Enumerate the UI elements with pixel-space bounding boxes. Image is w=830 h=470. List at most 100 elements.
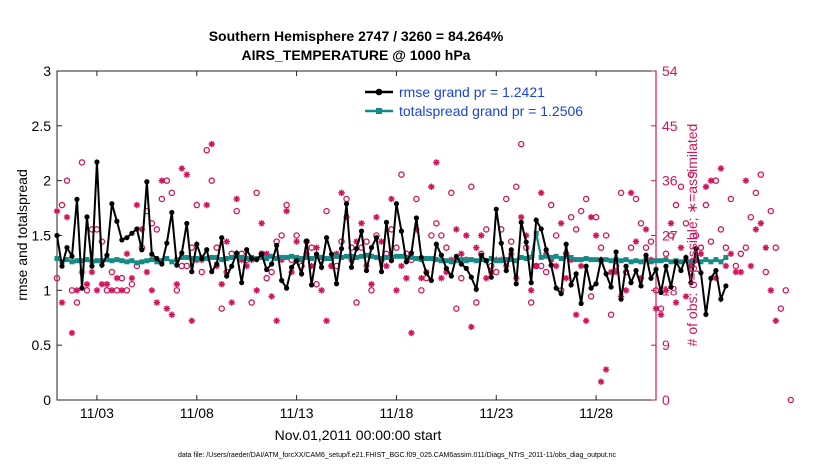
totalspread-point xyxy=(468,257,474,263)
rmse-point xyxy=(114,218,120,224)
obs-possible-point xyxy=(218,305,225,312)
rmse-point xyxy=(648,275,654,281)
totalspread-point xyxy=(324,256,330,262)
obs-assimilated-point xyxy=(73,287,81,294)
obs-possible-point xyxy=(473,299,480,306)
obs-assimilated-point xyxy=(233,195,240,203)
obs-assimilated-point xyxy=(662,287,670,294)
obs-assimilated-point xyxy=(602,366,610,373)
rmse-point xyxy=(124,235,130,241)
rmse-point xyxy=(458,261,464,267)
rmse-point xyxy=(179,250,185,256)
rmse-point xyxy=(663,263,669,269)
rmse-point xyxy=(393,201,400,207)
rmse-point xyxy=(154,255,160,262)
y-right-tick-label: 18 xyxy=(662,282,678,298)
totalspread-point xyxy=(259,254,265,260)
legend-spread-marker xyxy=(376,108,382,114)
obs-possible-point xyxy=(278,232,285,239)
rmse-point xyxy=(633,267,639,274)
rmse-point xyxy=(254,257,260,263)
totalspread-point xyxy=(488,256,494,262)
totalspread-point xyxy=(618,258,624,264)
y-left-tick-label: 3 xyxy=(43,63,51,79)
rmse-point xyxy=(353,246,360,252)
rmse-point xyxy=(563,241,569,247)
rmse-point xyxy=(398,228,405,234)
obs-assimilated-point xyxy=(627,189,635,197)
obs-assimilated-point xyxy=(657,311,665,318)
rmse-point xyxy=(558,291,564,297)
totalspread-point xyxy=(708,259,714,265)
rmse-point xyxy=(214,261,220,267)
obs-assimilated-point xyxy=(108,287,116,294)
totalspread-point xyxy=(179,254,185,260)
obs-assimilated-point xyxy=(143,268,151,276)
obs-assimilated-point xyxy=(523,232,530,239)
y-left-tick-label: 1 xyxy=(43,282,51,298)
obs-possible-point xyxy=(757,171,765,178)
obs-assimilated-point xyxy=(757,220,765,227)
rmse-point xyxy=(358,228,365,234)
totalspread-point xyxy=(563,253,569,259)
obs-assimilated-point xyxy=(188,317,195,324)
rmse-point xyxy=(623,263,629,269)
totalspread-point xyxy=(713,257,719,263)
legend-spread-label: totalspread grand pr = 1.2506 xyxy=(399,103,583,119)
obs-possible-point xyxy=(517,140,525,148)
rmse-point xyxy=(323,235,330,241)
obs-assimilated-point xyxy=(138,226,146,233)
obs-assimilated-point xyxy=(333,250,340,257)
obs-assimilated-point xyxy=(158,177,166,184)
obs-assimilated-point xyxy=(368,281,375,288)
rmse-point xyxy=(503,267,509,274)
obs-possible-point xyxy=(637,220,645,227)
obs-possible-point xyxy=(507,238,515,245)
rmse-point xyxy=(658,289,664,296)
obs-assimilated-point xyxy=(293,238,300,245)
totalspread-point xyxy=(533,230,539,236)
totalspread-point xyxy=(553,253,559,259)
rmse-point xyxy=(159,261,165,267)
obs-assimilated-point xyxy=(178,165,185,172)
rmse-point xyxy=(249,255,255,262)
obs-possible-point xyxy=(168,189,176,197)
obs-assimilated-point xyxy=(712,274,720,282)
x-tick-label: 11/03 xyxy=(80,405,114,421)
obs-possible-point xyxy=(58,201,66,209)
obs-assimilated-point xyxy=(767,287,775,294)
totalspread-point xyxy=(518,254,524,260)
rmse-point xyxy=(603,271,609,277)
obs-possible-point xyxy=(527,299,535,306)
rmse-point xyxy=(144,179,150,185)
rmse-point xyxy=(239,280,245,286)
rmse-point xyxy=(308,282,315,288)
totalspread-point xyxy=(64,257,70,263)
totalspread-point xyxy=(623,257,629,263)
obs-possible-point xyxy=(662,250,670,258)
chart-title-line-2: AIRS_TEMPERATURE @ 1000 hPa xyxy=(242,47,471,63)
obs-assimilated-point xyxy=(727,250,735,257)
totalspread-point xyxy=(448,259,454,265)
obs-assimilated-point xyxy=(478,232,485,239)
rmse-point xyxy=(703,311,709,318)
obs-possible-point xyxy=(727,195,735,203)
totalspread-point xyxy=(503,257,509,263)
totalspread-point xyxy=(508,257,514,263)
totalspread-point xyxy=(194,256,200,262)
totalspread-point xyxy=(458,257,464,263)
obs-assimilated-point xyxy=(273,317,280,324)
totalspread-point xyxy=(588,257,594,263)
obs-possible-point xyxy=(692,232,700,239)
obs-assimilated-point xyxy=(632,238,640,245)
obs-possible-point xyxy=(687,171,695,178)
obs-possible-point xyxy=(667,232,675,239)
obs-assimilated-point xyxy=(428,183,435,190)
obs-assimilated-point xyxy=(747,262,755,270)
totalspread-point xyxy=(648,259,654,265)
totalspread-point xyxy=(344,253,350,259)
obs-assimilated-point xyxy=(433,159,440,166)
obs-assimilated-point xyxy=(353,238,360,245)
obs-possible-point xyxy=(647,238,655,245)
